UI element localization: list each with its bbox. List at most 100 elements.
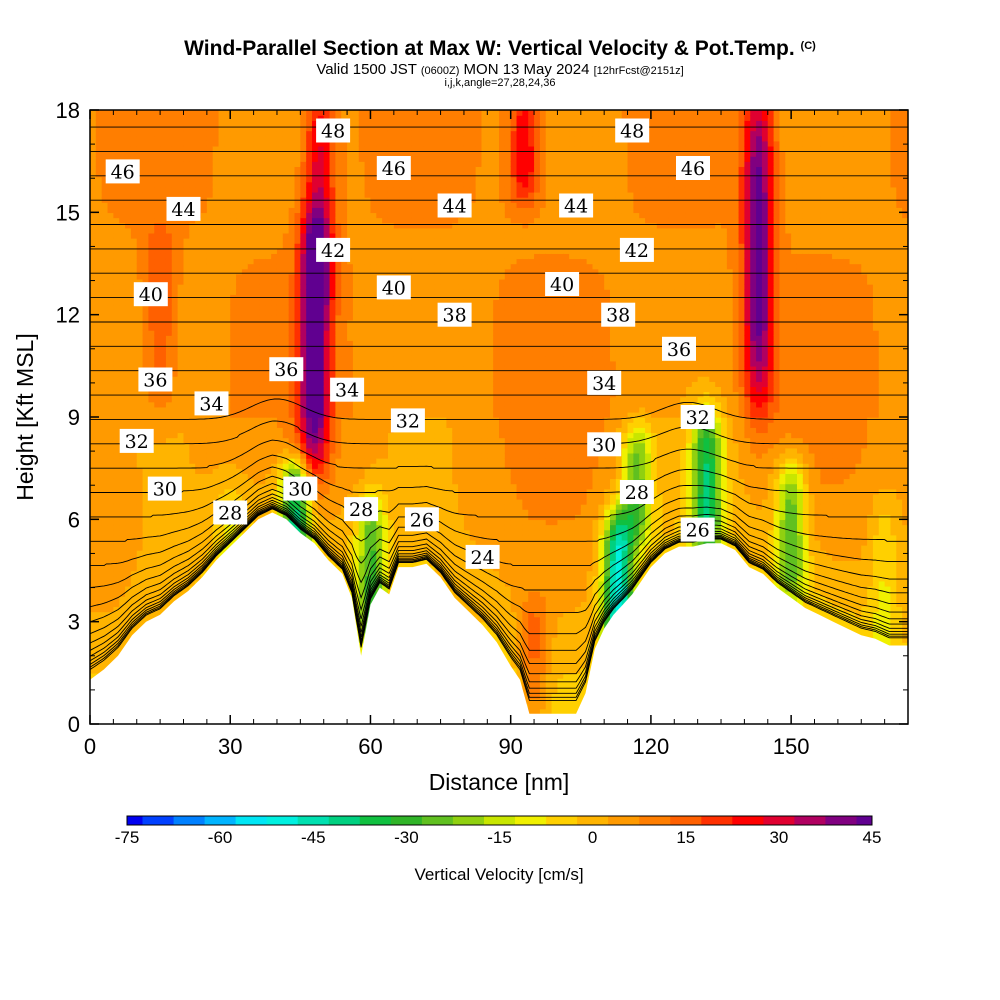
velocity-cell [236,488,243,495]
velocity-cell [101,519,109,526]
velocity-cell [189,278,196,285]
velocity-cell [101,555,109,561]
velocity-cell [288,222,296,229]
velocity-cell [119,519,126,526]
velocity-cell [95,166,103,173]
velocity-cell [101,442,109,449]
velocity-cell [183,447,191,454]
velocity-cell [282,237,290,244]
velocity-cell [282,473,290,480]
velocity-cell [113,637,120,643]
velocity-cell [107,570,115,577]
velocity-cell [276,125,284,132]
velocity-cell [271,130,278,137]
velocity-cell [119,319,126,326]
velocity-cell [306,319,313,326]
velocity-cell [241,263,249,270]
velocity-cell [230,319,237,326]
velocity-cell [201,243,208,249]
velocity-cell [271,422,278,428]
velocity-cell [142,130,150,137]
velocity-cell [148,263,155,270]
velocity-cell [125,227,132,234]
velocity-cell [288,417,296,423]
velocity-cell [300,289,307,295]
velocity-cell [195,145,202,152]
velocity-cell [312,258,319,265]
velocity-cell [253,263,261,270]
velocity-cell [288,237,296,244]
velocity-cell [230,217,237,224]
velocity-cell [154,411,161,418]
velocity-cell [189,365,196,372]
velocity-cell [177,437,185,444]
velocity-cell [276,222,284,229]
velocity-cell [125,120,132,127]
velocity-cell [201,130,208,137]
velocity-cell [323,186,331,193]
velocity-cell [130,570,138,577]
velocity-cell [312,145,319,152]
velocity-cell [107,289,115,295]
velocity-cell [130,278,138,285]
velocity-cell [230,406,237,413]
velocity-cell [90,110,97,116]
velocity-cell [177,309,185,316]
velocity-cell [230,427,237,434]
velocity-cell [288,171,296,178]
velocity-cell [294,212,302,219]
velocity-cell [130,376,138,382]
velocity-cell [90,207,97,214]
velocity-cell [101,202,109,208]
velocity-cell [154,524,161,531]
velocity-cell [101,243,109,249]
velocity-cell [265,232,272,239]
velocity-cell [265,457,272,464]
velocity-cell [218,309,226,316]
velocity-cell [230,355,237,362]
velocity-cell [125,355,132,362]
velocity-cell [300,125,307,132]
velocity-cell [265,166,272,173]
velocity-cell [165,289,173,295]
velocity-cell [183,345,191,352]
velocity-cell [136,590,144,597]
velocity-cell [312,473,319,480]
velocity-cell [189,411,196,418]
velocity-cell [113,125,120,132]
velocity-cell [276,253,284,260]
velocity-cell [317,468,325,474]
velocity-cell [101,411,109,418]
velocity-cell [317,278,325,285]
velocity-cell [125,529,132,536]
velocity-cell [154,580,161,587]
velocity-cell [323,524,331,531]
velocity-cell [171,335,179,341]
velocity-cell [90,212,97,219]
velocity-cell [206,273,214,280]
velocity-cell [142,268,150,275]
velocity-cell [130,550,138,556]
velocity-cell [107,524,115,531]
velocity-cell [177,406,185,413]
velocity-cell [276,273,284,280]
velocity-cell [230,365,237,372]
velocity-cell [130,401,138,408]
velocity-cell [119,565,126,572]
velocity-cell [212,227,220,234]
velocity-cell [306,468,313,474]
velocity-cell [329,478,337,485]
velocity-cell [224,248,231,254]
velocity-cell [306,345,313,352]
velocity-cell [230,156,237,162]
velocity-cell [177,191,185,198]
velocity-cell [136,575,144,582]
velocity-cell [323,365,331,372]
velocity-cell [259,283,266,290]
velocity-cell [113,652,120,659]
velocity-cell [165,539,173,546]
velocity-cell [224,120,231,127]
velocity-cell [236,370,243,377]
velocity-cell [107,227,115,234]
velocity-cell [171,248,179,254]
